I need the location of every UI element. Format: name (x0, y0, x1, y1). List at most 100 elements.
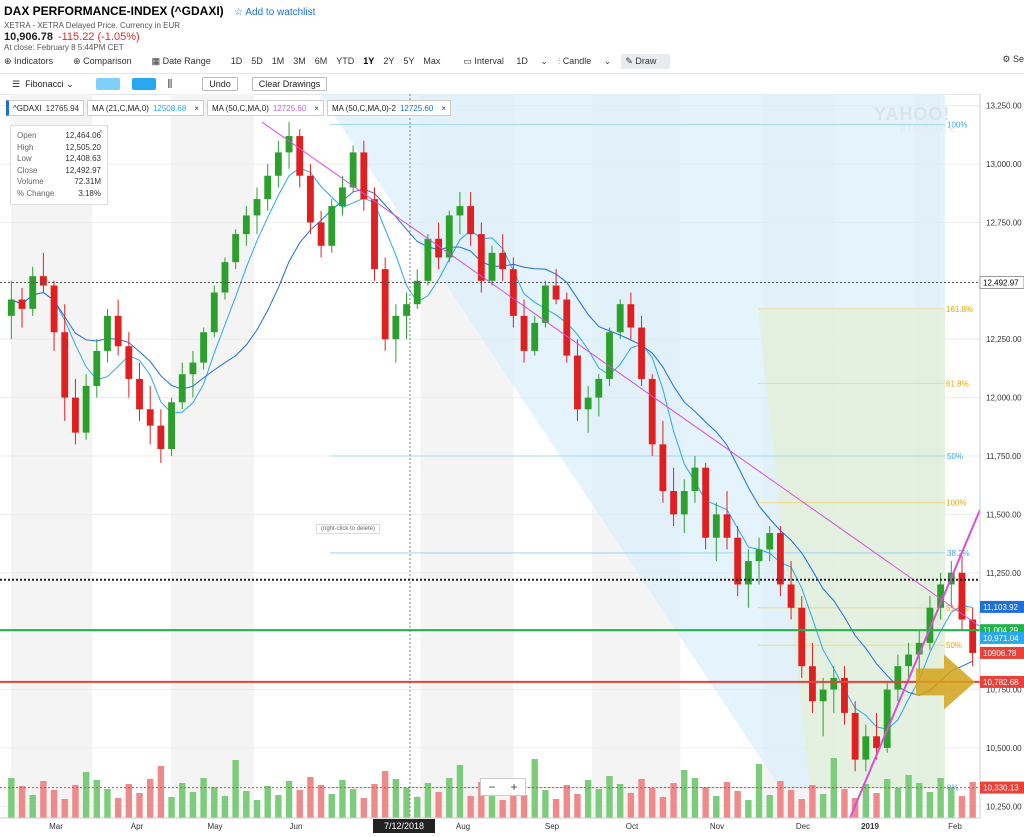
ohlc-tooltip: × Open 12,464.06 High 12,505.20 Low 12,408.63… (10, 125, 108, 205)
volume-bar (136, 793, 143, 818)
fib-ext-label: 100% (946, 499, 966, 508)
candle-body (264, 175, 272, 200)
volume-bar (510, 786, 517, 818)
range-1y[interactable]: 1Y (363, 56, 375, 66)
ohlc-value: 3.18% (78, 188, 101, 198)
candle-body (509, 269, 517, 316)
legend-item[interactable]: MA (50,C,MA,0) 12725.60 × (206, 100, 324, 116)
candle-body (723, 514, 731, 538)
legend-value: 12725.60 (272, 103, 307, 113)
candle-body (285, 136, 293, 153)
range-5y[interactable]: 5Y (403, 56, 415, 66)
date-range-button[interactable]: ▦ Date Range (151, 55, 211, 67)
volume-bar (916, 783, 923, 818)
legend-item[interactable]: MA (21,C,MA,0) 12508.68 × (87, 100, 204, 116)
volume-bar (8, 778, 15, 818)
legend-item[interactable]: ^GDAXI 12765.94 (6, 100, 85, 116)
volume-bar (584, 780, 592, 818)
clear-drawings-button[interactable]: Clear Drawings (251, 77, 328, 91)
candle-body (274, 152, 282, 176)
fib-fan-area (320, 94, 945, 788)
zoom-out-button[interactable]: − (488, 780, 496, 794)
candle-body (445, 215, 453, 258)
candle-body (18, 299, 26, 309)
x-tick-label: Feb (948, 822, 962, 831)
volume-bar (381, 771, 389, 818)
zoom-in-button[interactable]: + (510, 780, 518, 794)
legend-remove-icon[interactable]: × (194, 103, 199, 113)
candle-body (317, 222, 325, 246)
volume-bar (82, 772, 90, 818)
volume-bar (168, 797, 175, 818)
candle-body (755, 549, 763, 562)
undo-button[interactable]: Undo (202, 77, 238, 91)
fill-color-swatch[interactable] (131, 78, 156, 90)
legend-remove-icon[interactable]: × (441, 103, 446, 113)
fib-ext-label: 61.8% (946, 380, 969, 389)
ohlc-close-icon[interactable]: × (98, 127, 103, 136)
candle-body (232, 234, 240, 263)
range-buttons: 1D 5D 1M 3M 6M YTD 1Y 2Y 5Y Max (231, 56, 450, 66)
candle-body (809, 666, 816, 702)
legend-label: ^GDAXI (13, 103, 42, 113)
ohlc-key: Volume (17, 177, 44, 186)
ohlc-key: % Change (17, 188, 55, 198)
range-6m[interactable]: 6M (314, 56, 328, 66)
candle-body (712, 514, 720, 538)
legend-remove-icon[interactable]: × (314, 103, 319, 113)
line-color-swatch[interactable] (95, 78, 120, 90)
candle-body (958, 572, 966, 620)
legend-item[interactable]: MA (50,C,MA,0)-2 12725.60 × (326, 100, 451, 116)
volume-bar (542, 790, 549, 818)
volume-bar (114, 798, 122, 818)
close-timestamp: At close: February 8 5:44PM CET (4, 43, 124, 52)
chart-type-button[interactable]: ⫶ Candle ⌄ (557, 55, 612, 67)
price-tag-label: 10906.78 (983, 649, 1017, 658)
indicators-button[interactable]: ⊕ Indicators (4, 55, 54, 67)
comparison-button[interactable]: ⊕ Comparison (73, 55, 132, 67)
draw-button[interactable]: ✎ Draw (621, 53, 671, 69)
volume-bar (595, 789, 603, 818)
volume-bar (531, 759, 538, 818)
range-3m[interactable]: 3M (293, 56, 306, 66)
volume-bar (745, 800, 752, 818)
volume-bar (723, 782, 731, 818)
fib-level-label: 100% (947, 120, 967, 129)
line-style-icon[interactable]: ⫼ (167, 78, 173, 90)
candle-body (125, 346, 133, 379)
candle-body (574, 355, 581, 410)
volume-bar (948, 787, 955, 818)
volume-bar (798, 799, 805, 818)
interval-button[interactable]: ▭ Interval 1D ⌄ (463, 55, 548, 67)
volume-bar (787, 790, 795, 818)
candle-body (819, 689, 827, 702)
candle-body (72, 397, 79, 433)
drawing-tool-select[interactable]: ☰ Fibonacci ⌄ (12, 78, 74, 89)
volume-bar (349, 789, 357, 818)
add-to-watchlist-link[interactable]: ☆ Add to watchlist (234, 7, 316, 18)
settings-button[interactable]: ⚙ Se (1002, 54, 1024, 64)
range-1m[interactable]: 1M (271, 56, 285, 66)
y-tick-label: 11,500.00 (986, 510, 1022, 519)
volume-bar (275, 795, 282, 818)
volume-bar (873, 793, 880, 818)
ohlc-value: 12,505.20 (65, 142, 101, 152)
candle-body (520, 315, 528, 351)
volume-bar (563, 785, 570, 818)
trend-line-down (261, 121, 981, 627)
range-max[interactable]: Max (423, 56, 441, 66)
range-5d[interactable]: 5D (251, 56, 263, 66)
price-tag-label: 11,103.92 (983, 603, 1019, 612)
interval-value: 1D (516, 56, 528, 66)
candle-body (584, 397, 592, 410)
x-tick-label: Apr (131, 822, 144, 831)
y-tick-label: 11,750.00 (986, 452, 1022, 461)
candle-body (339, 187, 346, 207)
candle-body (627, 304, 635, 328)
range-1d[interactable]: 1D (230, 56, 243, 66)
range-ytd[interactable]: YTD (336, 56, 355, 66)
range-2y[interactable]: 2Y (383, 56, 395, 66)
volume-bar (616, 784, 624, 818)
candle-body (306, 175, 314, 223)
